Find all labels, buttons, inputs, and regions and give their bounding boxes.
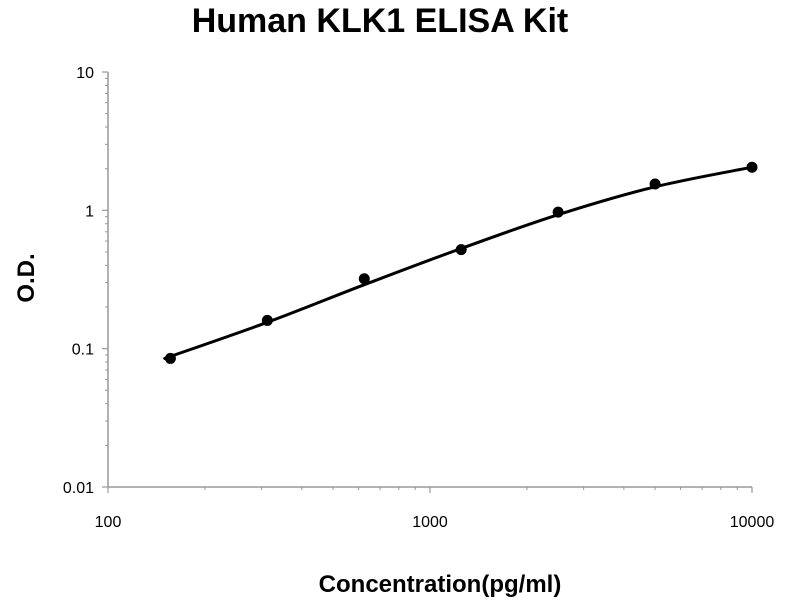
data-point: [164, 352, 176, 364]
data-point: [455, 244, 467, 256]
data-points-group: [164, 161, 758, 364]
y-tick-label: 1: [85, 203, 94, 220]
data-point: [261, 314, 273, 326]
y-axis-label: O.D.: [13, 253, 40, 302]
x-tick-label: 10000: [730, 514, 775, 531]
fit-curve-group: [163, 165, 754, 360]
axes: 0.01 0.1 1 10 100 1000 10000: [63, 65, 774, 531]
y-tick-label: 0.1: [72, 342, 94, 359]
data-point: [552, 206, 564, 218]
y-tick-label: 10: [76, 65, 94, 82]
x-tick-label: 100: [95, 514, 122, 531]
data-point: [649, 178, 661, 190]
x-axis-label: Concentration(pg/ml): [319, 571, 562, 598]
y-tick-label: 0.01: [63, 480, 94, 497]
fit-curve-line: [163, 165, 754, 360]
data-point: [358, 273, 370, 285]
data-point: [746, 161, 758, 173]
x-tick-label: 1000: [412, 514, 448, 531]
chart-title: Human KLK1 ELISA Kit: [192, 2, 569, 40]
